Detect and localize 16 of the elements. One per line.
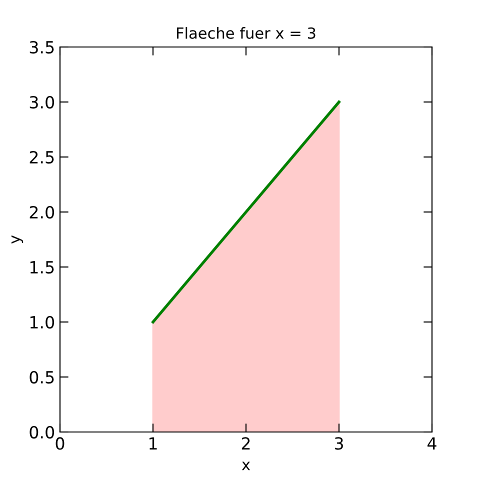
x-tick-label: 4 — [428, 437, 436, 450]
y-tick-label: 2.5 — [30, 150, 54, 164]
x-tick-label: 0 — [56, 437, 64, 450]
y-axis-title: y — [12, 235, 24, 244]
y-tick-label: 1.0 — [30, 316, 54, 329]
y-tick-label: 1.5 — [30, 261, 54, 274]
y-tick-label: 0.0 — [30, 426, 54, 439]
y-tick-label: 0.5 — [30, 370, 54, 384]
y-tick-label: 3.5 — [30, 40, 54, 54]
x-tick-label: 1 — [150, 437, 157, 450]
x-tick-label: 2 — [242, 437, 250, 450]
y-tick-label: 2.0 — [30, 206, 54, 219]
chart-title: Flaeche fuer x = 3 — [176, 27, 316, 39]
x-tick-label: 3 — [334, 437, 343, 450]
x-axis-title: x — [242, 462, 250, 470]
y-tick-label: 3.0 — [30, 96, 54, 109]
